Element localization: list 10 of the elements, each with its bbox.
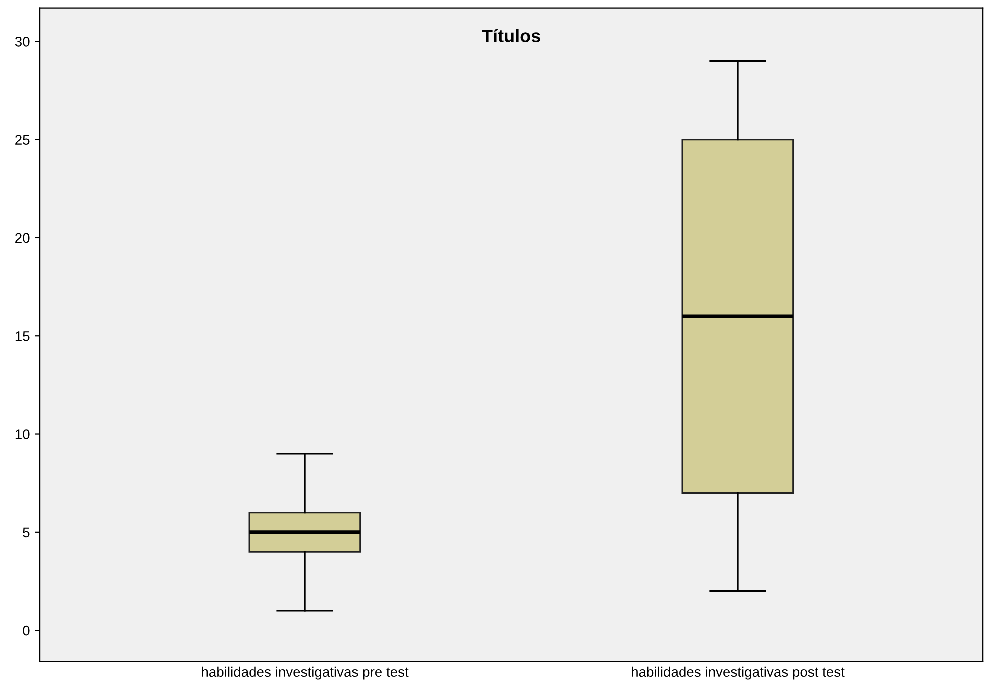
x-tick-label: habilidades investigativas pre test [202,666,409,680]
text: Títulos [482,29,540,43]
y-tick-label: 20 [16,233,30,244]
y-tick-label: 25 [16,135,30,145]
y-tick-label: 30 [15,36,30,47]
y-tick-label: 0 [23,626,30,636]
y-tick-label: 10 [16,430,30,440]
y-tick-label: 15 [16,332,30,342]
x-tick-label: habilidades investigativas post test [632,666,845,680]
y-tick-label: 5 [23,528,30,538]
